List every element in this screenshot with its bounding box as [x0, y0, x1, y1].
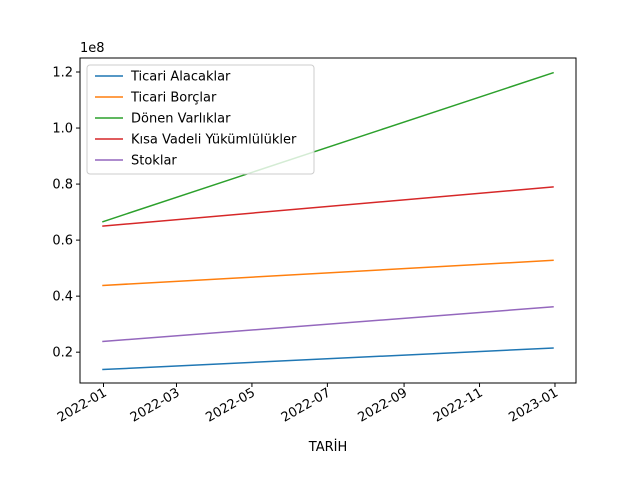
series-line-5	[102, 306, 554, 343]
legend: Ticari Alacaklar Ticari Borçlar Dönen Varl…	[86, 64, 315, 175]
x-axis: 2022-01 2022-03 2022-05 2022-07 2022-09 2022-…	[55, 383, 561, 426]
y-tick-label: 0.2	[52, 346, 73, 361]
y-tick-label: 1.2	[52, 66, 73, 81]
series-line-3	[102, 71, 554, 223]
x-axis-label: TARİH	[308, 439, 347, 455]
y-tick-label: 1.0	[52, 122, 73, 137]
legend-label: Ticari Alacaklar	[130, 70, 231, 85]
legend-label: Ticari Borçlar	[130, 91, 217, 106]
y-tick-label: 0.4	[52, 290, 73, 305]
x-tick-label: 2022-01	[55, 385, 110, 425]
y-tick-label: 0.8	[52, 178, 73, 193]
x-tick-label: 2022-05	[203, 385, 258, 425]
series-lines	[102, 71, 554, 371]
series-line-4	[102, 186, 554, 227]
legend-label: Kısa Vadeli Yükümlülükler	[131, 133, 297, 148]
y-tick-label: 0.6	[52, 234, 73, 249]
series-line-2	[102, 259, 554, 287]
x-tick-label: 2022-07	[279, 385, 334, 425]
plot-frame	[79, 57, 577, 384]
series-line-1	[102, 347, 554, 371]
y-axis: 0.2 0.4 0.6 0.8 1.0 1.2	[52, 66, 80, 361]
x-tick-label: 2022-11	[431, 385, 486, 425]
x-tick-label: 2022-09	[356, 385, 411, 425]
legend-box	[86, 64, 315, 175]
legend-label: Dönen Varlıklar	[131, 112, 231, 127]
y-offset-label: 1e8	[80, 41, 105, 56]
legend-label: Stoklar	[131, 154, 177, 169]
x-tick-label: 2022-03	[128, 385, 183, 425]
x-tick-label: 2023-01	[506, 385, 561, 425]
